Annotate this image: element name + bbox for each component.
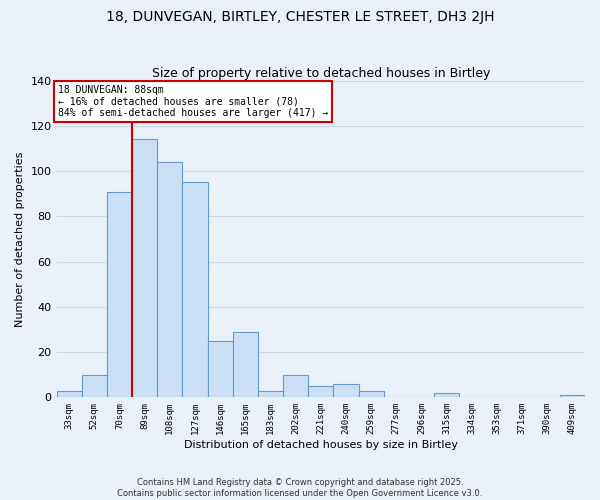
X-axis label: Distribution of detached houses by size in Birtley: Distribution of detached houses by size … <box>184 440 458 450</box>
Text: Contains HM Land Registry data © Crown copyright and database right 2025.
Contai: Contains HM Land Registry data © Crown c… <box>118 478 482 498</box>
Bar <box>132 140 157 398</box>
Title: Size of property relative to detached houses in Birtley: Size of property relative to detached ho… <box>152 66 490 80</box>
Bar <box>434 393 459 398</box>
Y-axis label: Number of detached properties: Number of detached properties <box>15 152 25 326</box>
Bar <box>359 390 383 398</box>
Bar <box>308 386 334 398</box>
Bar <box>334 384 359 398</box>
Text: 18 DUNVEGAN: 88sqm
← 16% of detached houses are smaller (78)
84% of semi-detache: 18 DUNVEGAN: 88sqm ← 16% of detached hou… <box>58 85 328 118</box>
Bar <box>107 192 132 398</box>
Text: 18, DUNVEGAN, BIRTLEY, CHESTER LE STREET, DH3 2JH: 18, DUNVEGAN, BIRTLEY, CHESTER LE STREET… <box>106 10 494 24</box>
Bar <box>56 390 82 398</box>
Bar <box>233 332 258 398</box>
Bar <box>82 374 107 398</box>
Bar <box>208 341 233 398</box>
Bar <box>258 390 283 398</box>
Bar <box>560 395 585 398</box>
Bar <box>182 182 208 398</box>
Bar <box>157 162 182 398</box>
Bar <box>283 374 308 398</box>
